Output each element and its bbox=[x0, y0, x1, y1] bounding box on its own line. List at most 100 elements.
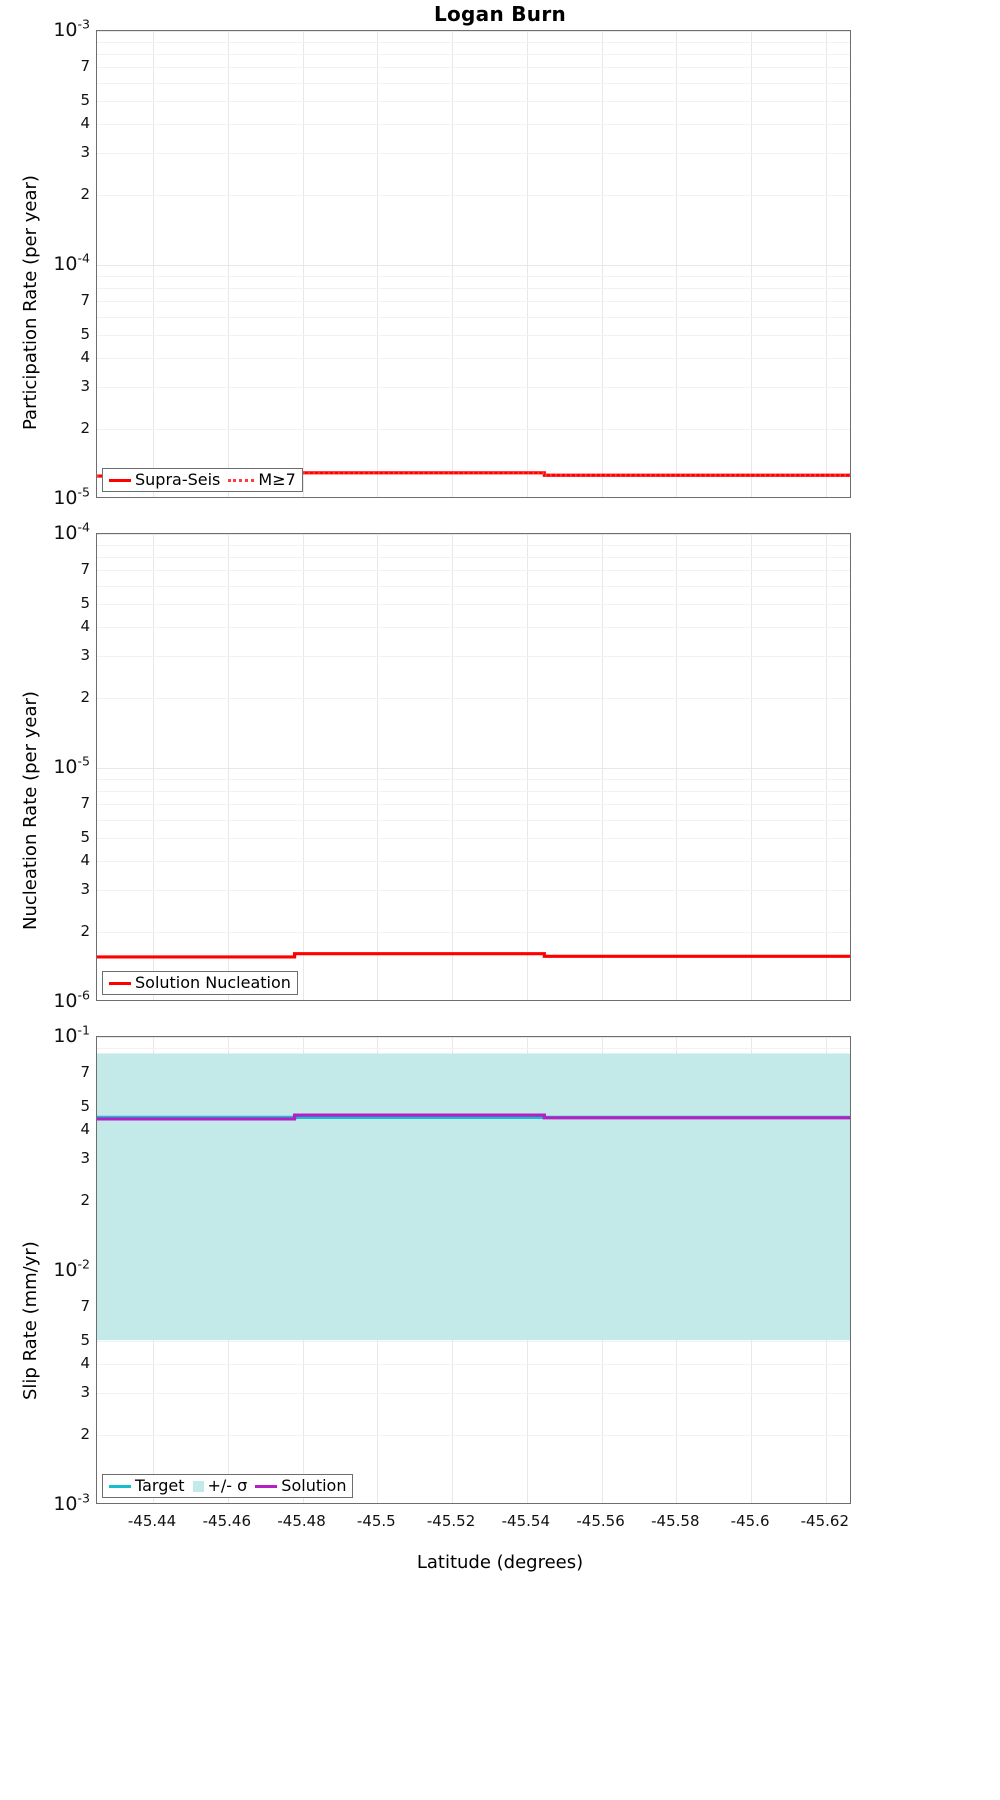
legend-label: Supra-Seis bbox=[135, 470, 221, 489]
x-tick-label: -45.48 bbox=[277, 1512, 326, 1530]
legend-entry[interactable]: +/- σ bbox=[192, 1476, 248, 1495]
y-tick-label-minor: 2 bbox=[80, 184, 90, 203]
legend-swatch-line-icon bbox=[255, 1484, 278, 1488]
y-tick-label-minor: 4 bbox=[80, 1354, 90, 1373]
y-tick-label-minor: 4 bbox=[80, 348, 90, 367]
legend-entry[interactable]: M≥7 bbox=[228, 472, 296, 488]
gridline-horizontal-minor bbox=[97, 1434, 850, 1436]
y-tick-label-major: 10-5 bbox=[53, 753, 90, 778]
y-tick-label-major: 10-6 bbox=[53, 987, 90, 1012]
gridline-vertical bbox=[452, 534, 454, 1000]
gridline-vertical bbox=[825, 534, 827, 1000]
data-series-solution bbox=[97, 1113, 850, 1121]
gridline-horizontal-minor bbox=[97, 387, 850, 389]
y-ticks-sliprate: 10-1 10-2 10-3 7 5 4 3 2 7 5 4 3 2 bbox=[30, 1024, 90, 1515]
gridline-horizontal-minor bbox=[97, 287, 850, 289]
y-tick-label-minor: 5 bbox=[80, 828, 90, 847]
y-tick-label-minor: 5 bbox=[80, 594, 90, 613]
y-tick-label-minor: 2 bbox=[80, 1190, 90, 1209]
x-tick-label: -45.46 bbox=[202, 1512, 251, 1530]
gridline-horizontal-minor bbox=[97, 53, 850, 55]
panel-participation-rate: 10-3 10-4 10-5 7 5 4 3 2 7 5 4 3 2 Supra-Seis M≥7 bbox=[53, 18, 851, 509]
legend-entry[interactable]: Supra-Seis bbox=[109, 472, 220, 488]
y-tick-label-minor: 7 bbox=[80, 57, 90, 76]
gridline-horizontal-major bbox=[97, 265, 850, 266]
series-layer-sliprate bbox=[97, 1053, 850, 1341]
y-axis-label-participation: Participation Rate (per year) bbox=[20, 175, 41, 430]
gridline-vertical bbox=[377, 31, 379, 497]
gridline-vertical bbox=[153, 31, 155, 497]
gridline-horizontal-minor bbox=[97, 585, 850, 587]
legend-entry[interactable]: Solution Nucleation bbox=[109, 975, 291, 991]
y-tick-label-minor: 3 bbox=[80, 880, 90, 899]
y-tick-label-minor: 7 bbox=[80, 560, 90, 579]
gridline-horizontal-minor bbox=[97, 790, 850, 792]
gridline-vertical bbox=[227, 534, 229, 1000]
legend-label: Solution Nucleation bbox=[135, 973, 291, 992]
gridline-horizontal-minor bbox=[97, 316, 850, 318]
gridline-vertical bbox=[601, 534, 603, 1000]
panel-slip-rate: 10-1 10-2 10-3 7 5 4 3 2 7 5 4 3 2 Target +/- σ Soluti… bbox=[53, 1024, 851, 1515]
gridline-horizontal-major bbox=[97, 768, 850, 769]
gridline-horizontal-major bbox=[97, 31, 850, 32]
gridline-horizontal-minor bbox=[97, 358, 850, 360]
legend-label: +/- σ bbox=[207, 1476, 248, 1495]
y-tick-label-minor: 4 bbox=[80, 114, 90, 133]
gridline-vertical bbox=[302, 31, 304, 497]
gridline-horizontal-minor bbox=[97, 627, 850, 629]
gridline-vertical bbox=[825, 31, 827, 497]
gridline-horizontal-minor bbox=[97, 1341, 850, 1343]
x-tick-label: -45.62 bbox=[800, 1512, 850, 1530]
panel-nucleation-rate: 10-4 10-5 10-6 7 5 4 3 2 7 5 4 3 2 Solution Nucleati… bbox=[53, 521, 851, 1012]
gridline-horizontal-minor bbox=[97, 544, 850, 546]
y-tick-label-minor: 4 bbox=[80, 1120, 90, 1139]
gridline-vertical bbox=[601, 31, 603, 497]
x-axis-ticks: -45.44 -45.46 -45.48 -45.5 -45.52 -45.54 -45.5… bbox=[96, 1512, 851, 1536]
gridline-horizontal-minor bbox=[97, 101, 850, 103]
legend-nucleation[interactable]: Solution Nucleation bbox=[102, 971, 298, 995]
legend-entry[interactable]: Target bbox=[109, 1478, 185, 1494]
gridline-horizontal-minor bbox=[97, 1047, 850, 1049]
y-tick-label-minor: 7 bbox=[80, 1297, 90, 1316]
y-tick-label-major: 10-3 bbox=[53, 16, 90, 41]
x-axis-label: Latitude (degrees) bbox=[416, 1552, 584, 1573]
y-tick-label-major: 10-1 bbox=[53, 1022, 90, 1047]
y-tick-label-major: 10-4 bbox=[53, 250, 90, 275]
gridline-vertical bbox=[526, 534, 528, 1000]
data-series-solution-nucleation bbox=[97, 952, 850, 959]
x-tick-label: -45.56 bbox=[576, 1512, 625, 1530]
legend-entry[interactable]: Solution bbox=[255, 1478, 346, 1494]
gridline-horizontal-minor bbox=[97, 153, 850, 155]
y-tick-label-major: 10-3 bbox=[53, 1490, 90, 1515]
gridline-vertical bbox=[526, 31, 528, 497]
series-layer-nucleation bbox=[97, 952, 850, 959]
gridline-horizontal-minor bbox=[97, 778, 850, 780]
legend-label: Solution bbox=[281, 1476, 347, 1495]
legend-swatch-line-icon bbox=[109, 981, 131, 985]
legend-participation[interactable]: Supra-Seis M≥7 bbox=[102, 468, 303, 492]
gridline-horizontal-minor bbox=[97, 570, 850, 572]
gridline-horizontal-minor bbox=[97, 656, 850, 658]
y-tick-label-minor: 5 bbox=[80, 91, 90, 110]
gridline-horizontal-minor bbox=[97, 931, 850, 933]
plot-area-sliprate bbox=[96, 1036, 851, 1504]
gridline-horizontal-minor bbox=[97, 890, 850, 892]
x-tick-label: -45.54 bbox=[501, 1512, 551, 1530]
gridline-vertical bbox=[751, 534, 753, 1000]
gridline-vertical bbox=[676, 31, 678, 497]
y-axis-label-sliprate: Slip Rate (mm/yr) bbox=[20, 1241, 41, 1400]
figure-title: Logan Burn bbox=[433, 2, 567, 26]
gridline-horizontal-minor bbox=[97, 697, 850, 699]
gridline-horizontal-minor bbox=[97, 861, 850, 863]
y-tick-label-major: 10-4 bbox=[53, 519, 90, 544]
y-tick-label-minor: 7 bbox=[80, 291, 90, 310]
y-tick-label-minor: 4 bbox=[80, 617, 90, 636]
legend-sliprate[interactable]: Target +/- σ Solution bbox=[102, 1474, 354, 1498]
y-axis-label-nucleation: Nucleation Rate (per year) bbox=[20, 691, 41, 930]
gridline-horizontal-minor bbox=[97, 82, 850, 84]
y-tick-label-minor: 7 bbox=[80, 794, 90, 813]
y-tick-label-minor: 2 bbox=[80, 687, 90, 706]
y-tick-label-minor: 3 bbox=[80, 377, 90, 396]
gridline-horizontal-minor bbox=[97, 604, 850, 606]
